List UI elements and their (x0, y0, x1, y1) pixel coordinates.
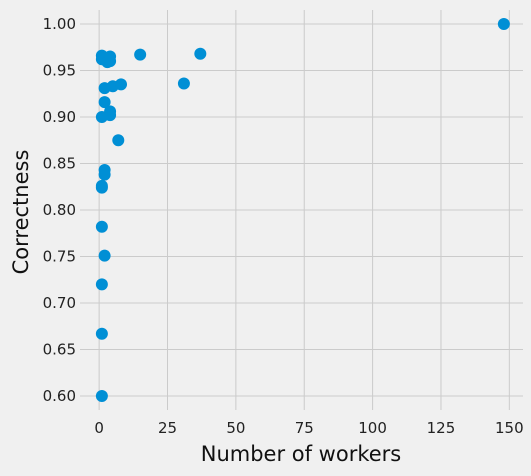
data-point (497, 17, 510, 30)
data-point (194, 47, 207, 60)
y-tick-label: 1.00 (43, 15, 76, 33)
data-point (98, 249, 111, 262)
x-tick-label: 0 (94, 419, 104, 437)
y-tick-label: 0.60 (43, 387, 76, 405)
grid-lines (80, 10, 523, 410)
x-axis-label: Number of workers (201, 442, 402, 466)
y-tick-label: 0.65 (43, 341, 76, 359)
y-axis-label: Correctness (9, 150, 33, 275)
x-tick-label: 100 (358, 419, 387, 437)
data-point (95, 110, 108, 123)
data-point (98, 82, 111, 95)
data-point (95, 220, 108, 233)
y-tick-label: 0.85 (43, 154, 76, 172)
data-point (95, 278, 108, 291)
data-point (95, 327, 108, 340)
data-point (177, 77, 190, 90)
y-tick-label: 0.80 (43, 201, 76, 219)
y-tick-label: 0.90 (43, 108, 76, 126)
y-tick-label: 0.75 (43, 248, 76, 266)
data-point (98, 168, 111, 181)
data-point (134, 48, 147, 61)
data-points (95, 17, 510, 403)
tick-labels: 0 25 50 75 100 125 150 0.60 0.65 0.70 0.75 0.80 0.85… (43, 15, 524, 437)
data-point (104, 55, 117, 68)
x-tick-label: 150 (495, 419, 524, 437)
x-tick-label: 50 (226, 419, 245, 437)
y-tick-label: 0.95 (43, 61, 76, 79)
x-tick-label: 125 (427, 419, 456, 437)
data-point (95, 390, 108, 403)
data-point (115, 78, 128, 91)
x-tick-label: 75 (295, 419, 314, 437)
data-point (95, 181, 108, 194)
data-point (112, 134, 125, 147)
y-tick-label: 0.70 (43, 294, 76, 312)
x-tick-label: 25 (158, 419, 177, 437)
data-point (98, 96, 111, 109)
